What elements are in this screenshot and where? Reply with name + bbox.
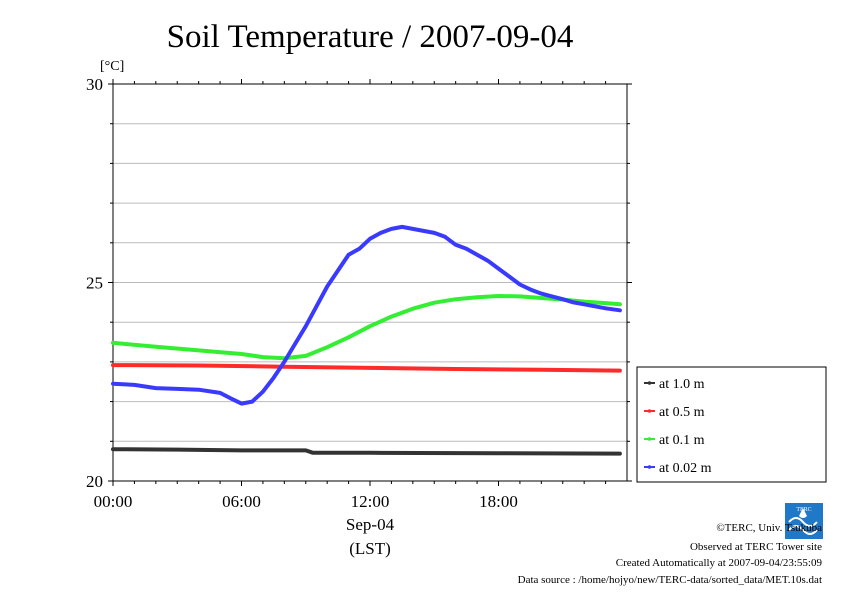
- footer-observed: Observed at TERC Tower site: [690, 541, 822, 553]
- legend-label-at-1-0-m: at 1.0 m: [659, 377, 705, 392]
- logo-text: TERC: [796, 507, 811, 513]
- y-unit-label: [°C]: [100, 59, 124, 74]
- legend-box: [636, 366, 827, 483]
- legend-label-at-0-1-m: at 0.1 m: [659, 433, 705, 448]
- x-tick-label: 00:00: [94, 492, 133, 511]
- series-line-at-1-0-m: [111, 447, 622, 456]
- legend-label-at-0-02-m: at 0.02 m: [659, 461, 712, 476]
- y-tick-label: 30: [86, 75, 103, 94]
- series-line-at-0-5-m: [111, 363, 622, 373]
- legend-marker-at-0-5-m: [647, 409, 652, 413]
- legend: at 1.0 m at 0.5 m at 0.1 m at 0.02 m: [636, 366, 827, 483]
- terc-logo: [785, 503, 823, 539]
- y-tick-label: 25: [86, 274, 103, 293]
- x-tick-label: 18:00: [479, 492, 518, 511]
- series-layer: [111, 224, 622, 456]
- legend-label-at-0-5-m: at 0.5 m: [659, 405, 705, 420]
- x-tick-label: 06:00: [222, 492, 261, 511]
- x-tick-label: 12:00: [351, 492, 390, 511]
- series-line-at-0-1-m: [111, 294, 622, 361]
- series-line-at-0-02-m: [111, 224, 622, 406]
- legend-marker-at-0-1-m: [647, 437, 652, 441]
- legend-marker-at-1-0-m: [647, 381, 652, 385]
- grid-lines: [113, 123, 627, 442]
- chart-title: Soil Temperature / 2007-09-04: [167, 19, 574, 55]
- y-tick-label: 20: [86, 472, 103, 491]
- footer-copyright: ©TERC, Univ. Tsukuba: [716, 522, 822, 534]
- x-axis-date-label: Sep-04: [346, 515, 395, 534]
- legend-marker-at-0-02-m: [647, 465, 652, 469]
- axes: 20 25 30 00:00 06:00 12:00 18:00: [86, 75, 632, 511]
- footer-source: Data source : /home/hojyo/new/TERC-data/…: [518, 574, 822, 586]
- footer-created: Created Automatically at 2007-09-04/23:5…: [616, 557, 823, 569]
- x-axis-timezone-label: (LST): [349, 539, 391, 558]
